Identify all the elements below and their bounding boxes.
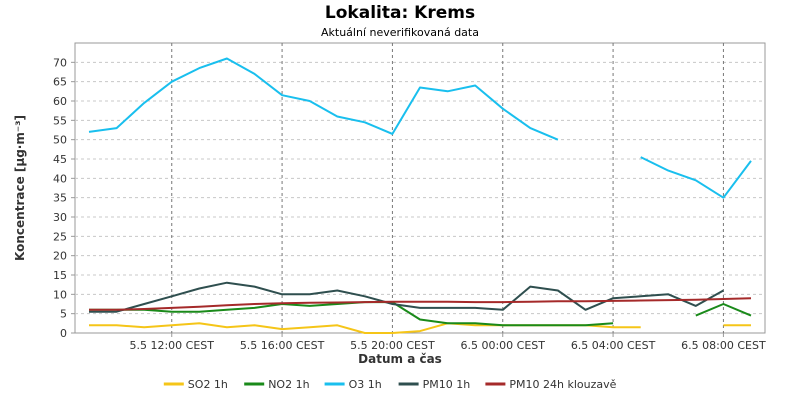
legend-label-o3-1h: O3 1h	[349, 378, 382, 391]
series-line-no2-1h	[695, 303, 752, 317]
x-axis-ticks: 5.5 12:00 CEST 5.5 16:00 CEST 5.5 20:00 CE…	[129, 333, 766, 352]
x-tick-label: 5.5 16:00 CEST	[240, 339, 325, 352]
legend-label-so2-1h: SO2 1h	[188, 378, 228, 391]
series-line-pm10-24h-klouzav	[89, 297, 752, 311]
y-tick-label: 55	[53, 114, 67, 127]
x-axis-label: Datum a čas	[358, 352, 442, 366]
y-tick-label: 50	[53, 134, 67, 147]
y-tick-label: 30	[53, 211, 67, 224]
legend-label-pm10-1h: PM10 1h	[423, 378, 471, 391]
y-tick-label: 35	[53, 192, 67, 205]
series-line-o3-1h	[88, 57, 559, 141]
y-tick-label: 60	[53, 95, 67, 108]
series-line-pm10-1h	[89, 281, 724, 313]
y-tick-label: 10	[53, 288, 67, 301]
x-tick-label: 5.5 20:00 CEST	[350, 339, 435, 352]
x-tick-label: 6.5 00:00 CEST	[460, 339, 545, 352]
y-tick-label: 40	[53, 172, 67, 185]
x-tick-label: 6.5 08:00 CEST	[681, 339, 766, 352]
y-tick-label: 5	[60, 308, 67, 321]
plot-area	[74, 42, 766, 334]
legend: SO2 1h NO2 1h O3 1h PM10 1h PM10 24h klouzav…	[163, 378, 617, 391]
y-tick-label: 0	[60, 327, 67, 340]
y-tick-label: 45	[53, 153, 67, 166]
y-tick-label: 25	[53, 230, 67, 243]
y-axis-ticks: 0 5 10 15 20 25 30 35 40 45 50 55 60 65 70	[53, 56, 75, 340]
y-tick-label: 70	[53, 56, 67, 69]
y-tick-label: 65	[53, 76, 67, 89]
x-tick-label: 6.5 04:00 CEST	[571, 339, 656, 352]
chart-title: Lokalita: Krems	[325, 3, 475, 23]
legend-label-no2-1h: NO2 1h	[268, 378, 309, 391]
x-tick-label: 5.5 12:00 CEST	[129, 339, 214, 352]
y-tick-label: 20	[53, 250, 67, 263]
grid	[75, 43, 765, 333]
y-tick-label: 15	[53, 269, 67, 282]
legend-label-pm10-24h-klouzav: PM10 24h klouzavě	[509, 378, 616, 391]
series-line-o3-1h	[640, 156, 752, 199]
chart-subtitle: Aktuální neverifikovaná data	[321, 26, 479, 39]
y-axis-label: Koncentrace [µg·m⁻³]	[13, 115, 27, 261]
series-lines	[88, 57, 752, 334]
